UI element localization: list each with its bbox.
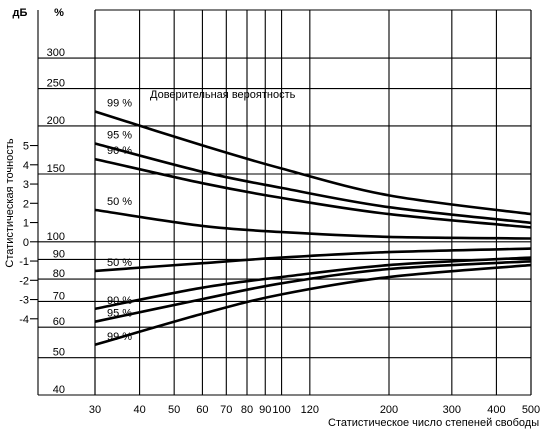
x-tick-label: 50 (168, 404, 180, 416)
db-tick-label: 3 (23, 179, 29, 191)
series-label: 50 % (107, 196, 132, 208)
db-tick-label: -3 (19, 295, 29, 307)
db-tick-label: -2 (19, 275, 29, 287)
x-tick-label: 100 (272, 404, 290, 416)
x-tick-label: 400 (487, 404, 505, 416)
tick-labels: 30 40 50 60 70 80 90 100 120 200 300 400 50040506070… (19, 47, 540, 416)
series-line (94, 260, 532, 323)
percent-axis-unit: % (54, 7, 64, 19)
series-label: 95 % (107, 130, 132, 142)
series-label: 90 % (107, 295, 132, 307)
series-label: 95 % (107, 308, 132, 320)
series-line (94, 142, 532, 225)
x-tick-label: 200 (380, 404, 398, 416)
percent-tick-label: 90 (53, 248, 65, 260)
percent-tick-label: 100 (47, 231, 65, 243)
db-axis-unit: дБ (13, 7, 28, 19)
series-label: 90 % (107, 145, 132, 157)
x-tick-label: 500 (522, 404, 540, 416)
x-tick-label: 300 (443, 404, 461, 416)
x-axis-title: Статистическое число степеней свободы (328, 417, 539, 429)
axes (30, 10, 95, 396)
percent-tick-label: 150 (47, 163, 65, 175)
series-label: 99 % (107, 331, 132, 343)
x-tick-label: 80 (241, 404, 253, 416)
series-line (94, 247, 532, 273)
x-tick-label: 120 (301, 404, 319, 416)
series-line (94, 157, 532, 229)
percent-tick-label: 80 (53, 268, 65, 280)
db-tick-label: -4 (19, 314, 29, 326)
series-line (94, 208, 532, 240)
db-tick-label: 2 (23, 198, 29, 210)
percent-tick-label: 40 (53, 384, 65, 396)
series-line (94, 110, 532, 216)
db-tick-label: 5 (23, 141, 29, 153)
legend-title: Доверительная вероятность (150, 89, 296, 101)
percent-tick-label: 200 (47, 115, 65, 127)
db-tick-label: 1 (23, 218, 29, 230)
db-tick-label: 0 (23, 237, 29, 249)
x-tick-label: 70 (220, 404, 232, 416)
series-curves (94, 110, 532, 347)
x-tick-label: 30 (89, 404, 101, 416)
series-line (94, 256, 532, 311)
x-tick-label: 90 (259, 404, 271, 416)
x-tick-label: 40 (133, 404, 145, 416)
y-axis-title: Статистическая точность (4, 138, 16, 267)
x-tick-label: 60 (196, 404, 208, 416)
db-tick-label: 4 (23, 160, 29, 172)
series-line (94, 263, 532, 347)
percent-tick-label: 250 (47, 78, 65, 90)
series-label: 99 % (107, 97, 132, 109)
db-tick-label: -1 (19, 256, 29, 268)
percent-tick-label: 50 (53, 347, 65, 359)
percent-tick-label: 300 (47, 47, 65, 59)
percent-tick-label: 60 (53, 316, 65, 328)
series-label: 50 % (107, 257, 132, 269)
percent-tick-label: 70 (53, 290, 65, 302)
